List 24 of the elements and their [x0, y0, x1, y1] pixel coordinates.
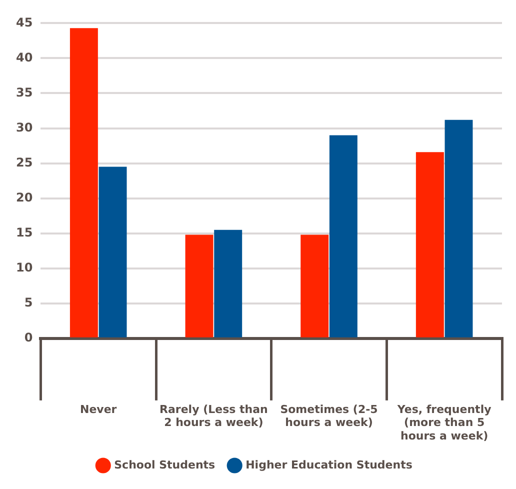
bar [185, 234, 214, 338]
x-tick-label: Sometimes (2-5 hours a week) [280, 402, 378, 430]
y-tick-label: 45 [16, 15, 33, 30]
bar [214, 230, 242, 338]
y-tick-label: 0 [24, 330, 33, 345]
legend-label: School Students [114, 458, 216, 472]
bar [300, 234, 329, 338]
y-tick-label: 40 [16, 50, 33, 64]
x-tick-label: Yes, frequently (more than 5 hours a week) [396, 402, 492, 442]
y-tick-label: 35 [16, 85, 33, 100]
bar [329, 135, 358, 338]
y-tick-label: 30 [16, 120, 33, 134]
y-tick-label: 25 [16, 155, 33, 170]
legend-label: Higher Education Students [246, 458, 413, 472]
bar [98, 166, 127, 338]
y-tick-label: 10 [16, 260, 33, 274]
y-tick-label: 5 [24, 296, 33, 310]
y-tick-label: 15 [16, 225, 33, 240]
y-tick-label: 20 [16, 190, 33, 204]
x-tick-label: Rarely (Less than 2 hours a week) [160, 402, 268, 430]
bar [70, 28, 98, 338]
bar [444, 120, 473, 338]
bar [416, 152, 444, 338]
x-tick-label: Never [80, 402, 118, 416]
